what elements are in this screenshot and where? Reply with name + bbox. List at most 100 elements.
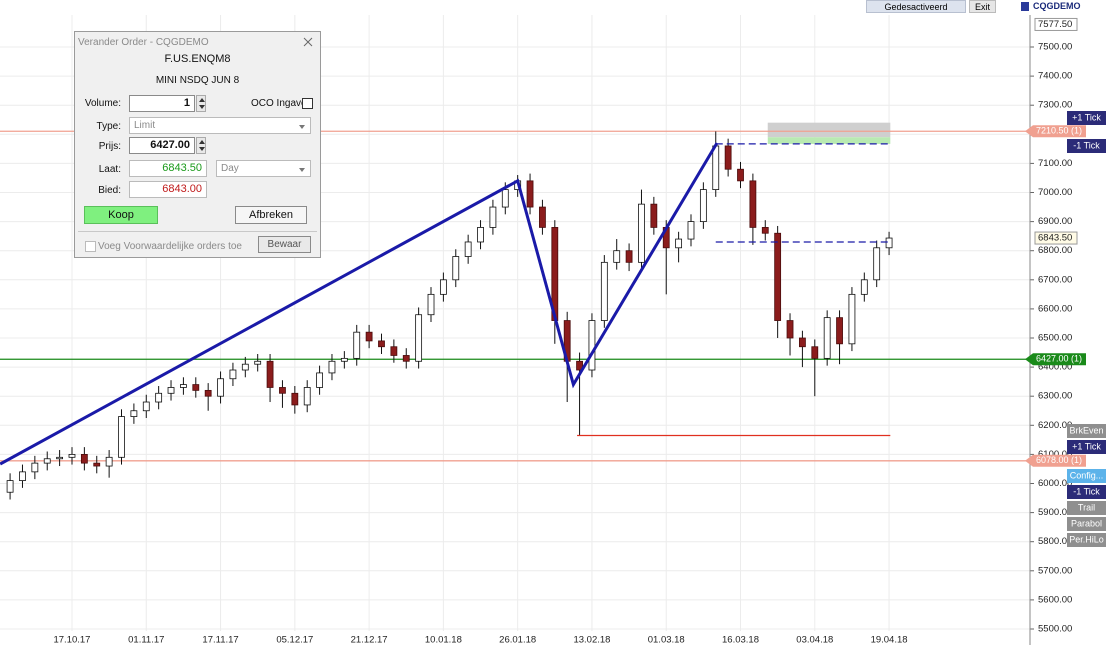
side-button-label: -1 Tick	[1073, 486, 1100, 496]
level-label: 6427.00 (1)	[1036, 354, 1082, 364]
side-button-label: +1 Tick	[1072, 441, 1101, 451]
side-button[interactable]: BrkEven	[1067, 424, 1106, 438]
candle-body	[724, 145, 732, 170]
buy-button[interactable]: Koop	[84, 206, 158, 224]
candle-body	[80, 453, 88, 464]
candle-body	[415, 314, 423, 362]
y-tick-label: 7000.00	[1038, 187, 1072, 198]
conditional-checkbox[interactable]	[85, 241, 96, 252]
y-tick-label: 6000.00	[1038, 478, 1072, 489]
candle-body	[501, 189, 509, 208]
y-tick-label: 6200.00	[1038, 420, 1072, 431]
candle-body	[427, 293, 435, 316]
side-button-bg	[1067, 440, 1106, 454]
side-button-bg	[1067, 485, 1106, 499]
x-tick-label: 10.01.18	[425, 635, 462, 646]
x-tick-label: 26.01.18	[499, 635, 536, 646]
candle-body	[6, 480, 14, 493]
side-button[interactable]: -1 Tick	[1067, 139, 1106, 153]
oco-checkbox[interactable]	[302, 98, 313, 109]
price-marker	[1034, 231, 1078, 245]
dialog-title: Verander Order - CQGDEMO	[78, 37, 209, 48]
type-label: Type:	[96, 121, 121, 132]
x-tick-label: 13.02.18	[573, 635, 610, 646]
side-button-bg	[1067, 501, 1106, 515]
x-tick-label: 01.11.17	[128, 635, 164, 646]
candle-body	[105, 456, 113, 467]
candle-body	[761, 227, 769, 234]
account-icon	[1021, 2, 1029, 11]
y-tick-label: 5700.00	[1038, 565, 1072, 576]
candle-body	[19, 471, 26, 481]
candle-body	[737, 168, 744, 182]
candle-body	[130, 410, 138, 417]
level-label: 7210.50 (1)	[1036, 126, 1082, 136]
duration-select[interactable]: Day	[216, 160, 311, 177]
candle-body	[860, 279, 868, 295]
close-icon[interactable]	[303, 37, 313, 47]
volume-spinner[interactable]	[196, 95, 206, 112]
candle-body	[811, 346, 819, 359]
y-tick-label: 5800.00	[1038, 536, 1072, 547]
status-indicator[interactable]: Gedesactiveerd	[866, 0, 966, 13]
side-button-bg	[1067, 424, 1106, 438]
candle-body	[192, 384, 200, 391]
side-button[interactable]: +1 Tick	[1067, 440, 1106, 454]
candle-body	[625, 250, 633, 263]
candle-body	[885, 237, 893, 249]
candle-body	[93, 462, 101, 467]
cancel-button[interactable]: Afbreken	[235, 206, 307, 224]
side-button-label: Per.HiLo	[1069, 534, 1104, 544]
candle-body	[167, 387, 175, 394]
candle-body	[316, 372, 323, 388]
candle-body	[56, 456, 64, 460]
candle-body	[588, 320, 596, 371]
y-tick-label: 7300.00	[1038, 100, 1072, 111]
side-button-label: +1 Tick	[1072, 112, 1101, 122]
candle-body	[291, 392, 299, 406]
candle-body	[43, 458, 51, 464]
price-marker-label: 7577.50	[1038, 19, 1072, 30]
price-input[interactable]: 6427.00	[129, 137, 195, 154]
candle-body	[142, 401, 150, 412]
level-tag	[1025, 125, 1086, 138]
type-select[interactable]: Limit	[129, 117, 311, 134]
candle-body	[526, 180, 534, 208]
side-button[interactable]: Parabol	[1067, 517, 1106, 531]
candle-body	[489, 206, 497, 228]
candle-body	[836, 317, 843, 345]
volume-input[interactable]: 1	[129, 95, 195, 112]
candle-body	[464, 241, 472, 257]
candle-body	[638, 203, 645, 263]
side-button[interactable]: Trail	[1067, 501, 1106, 515]
price-zone	[767, 122, 891, 138]
conditional-label: Voeg Voorwaardelijke orders toe	[98, 241, 242, 252]
price-spinner[interactable]	[196, 137, 206, 154]
price-marker-label: 6843.50	[1038, 233, 1072, 244]
oco-label: OCO Ingave	[251, 98, 307, 109]
candle-body	[799, 337, 806, 348]
candle-body	[600, 261, 608, 321]
candle-body	[279, 387, 286, 394]
x-tick-label: 17.11.17	[202, 635, 238, 646]
price-zone	[767, 137, 891, 144]
order-dialog: Verander Order - CQGDEMO F.US.ENQM8 MINI…	[74, 31, 321, 258]
candle-body	[539, 206, 546, 228]
candle-body	[340, 357, 348, 362]
candle-body	[848, 293, 856, 345]
side-button-label: BrkEven	[1069, 425, 1103, 435]
candle-body	[353, 331, 361, 359]
side-button[interactable]: +1 Tick	[1067, 111, 1106, 125]
y-tick-label: 5600.00	[1038, 594, 1072, 605]
candle-body	[68, 453, 76, 458]
candle-body	[712, 145, 720, 190]
exit-button[interactable]: Exit	[969, 0, 996, 13]
save-button[interactable]: Bewaar	[258, 236, 311, 253]
side-button[interactable]: Config...	[1067, 469, 1106, 483]
side-button[interactable]: Per.HiLo	[1067, 533, 1106, 547]
y-tick-label: 6700.00	[1038, 274, 1072, 285]
bid-label: Bied:	[98, 185, 121, 196]
side-button[interactable]: -1 Tick	[1067, 485, 1106, 499]
candle-body	[365, 331, 373, 342]
